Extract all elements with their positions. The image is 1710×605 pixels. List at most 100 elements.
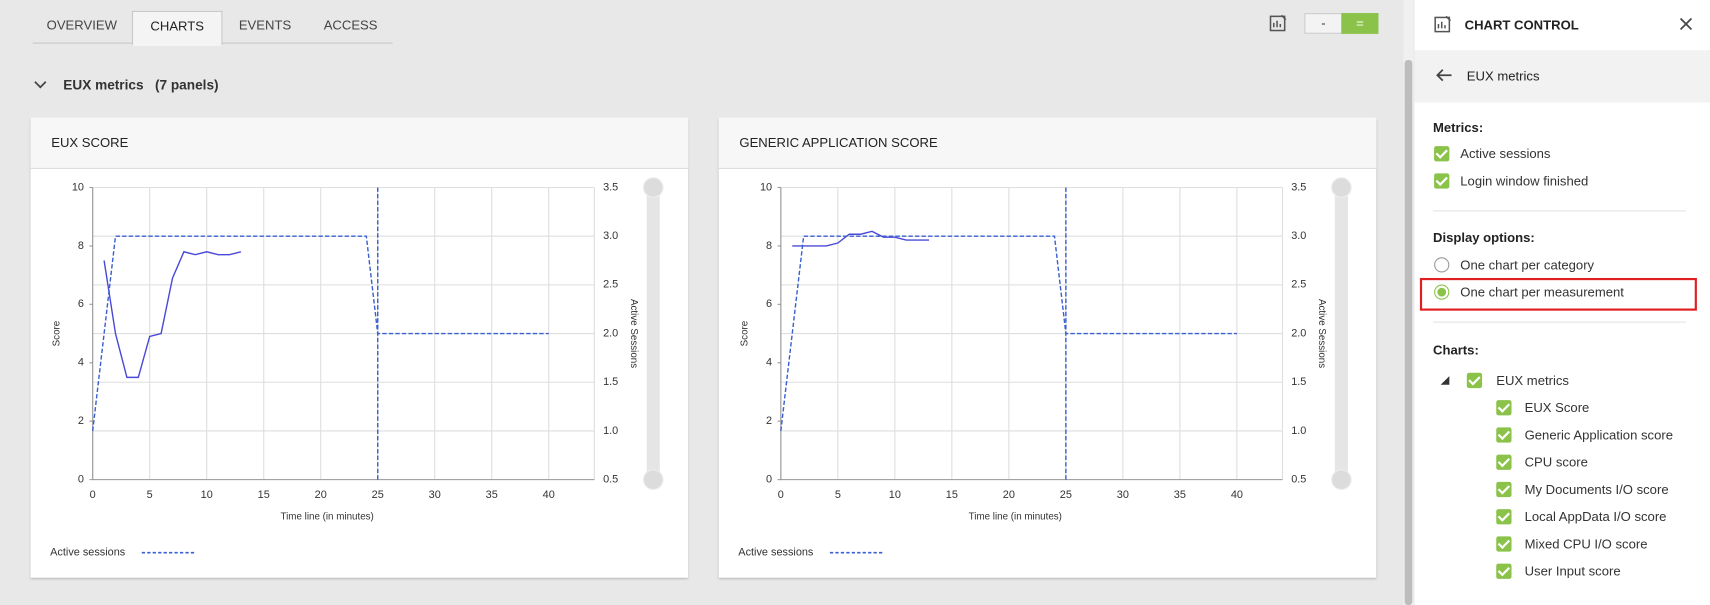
checkbox[interactable]: [1434, 173, 1450, 189]
divider: [1432, 210, 1687, 212]
panel-title: CHART CONTROL: [1464, 17, 1579, 33]
series-line: [103, 250, 242, 379]
x-tick-label: 15: [258, 489, 270, 501]
x-axis-label: Time line (in minutes): [969, 511, 1062, 522]
y2-tick-label: 2.5: [1291, 279, 1306, 291]
x-tick-label: 20: [1003, 489, 1015, 501]
x-tick-label: 5: [835, 489, 841, 501]
y-tick-label: 4: [766, 357, 772, 369]
back-row[interactable]: [1414, 50, 1710, 103]
chart-card: GENERIC APPLICATION SCORE 0 5 10 15 20 25 30 35 4…: [718, 117, 1377, 578]
chevron[interactable]: [33, 78, 48, 91]
legend-label: Active sessions: [50, 547, 126, 559]
x-tick-label: 20: [315, 489, 327, 501]
radio[interactable]: [1434, 257, 1450, 273]
scrollbar[interactable]: [1403, 0, 1414, 605]
x-tick-label: 0: [778, 489, 784, 501]
checkbox[interactable]: [1496, 509, 1512, 525]
radio-label[interactable]: One chart per category: [1460, 257, 1595, 273]
chart: 0 5 10 15 20 25 30 35 40 0.5 1.0 1.5 2.0 2.5 3.0 3.5 0 2 4…: [738, 177, 1352, 559]
chart-card: EUX SCORE 0 5 10 15 20 25 30 35 40 0.5 1.0 1.5 2.0 2.5…: [30, 117, 689, 578]
checkbox[interactable]: [1496, 563, 1512, 579]
chart-item[interactable]: My Documents I/O score: [1524, 481, 1669, 498]
toggle-minus[interactable]: -: [1304, 13, 1343, 34]
y-axis-label: Score: [51, 320, 62, 346]
tab[interactable]: OVERVIEW: [46, 17, 117, 33]
tree-root[interactable]: EUX metrics: [1496, 372, 1569, 389]
section-title: EUX metrics (7 panels): [63, 77, 218, 92]
chart-item[interactable]: EUX Score: [1524, 400, 1590, 416]
zoom-track: [646, 178, 660, 489]
side-panel: CHART CONTROL EUX metrics: [1414, 0, 1710, 605]
y-tick-label: 6: [766, 298, 772, 310]
x-tick-label: 5: [147, 489, 153, 501]
y-tick-label: 6: [78, 298, 84, 310]
metric-label[interactable]: Login window finished: [1460, 173, 1589, 189]
back-arrow[interactable]: [1435, 68, 1452, 83]
zoom-track: [1334, 178, 1348, 489]
x-tick-label: 30: [429, 489, 441, 501]
x-tick-label: 10: [201, 489, 213, 501]
x-tick-label: 25: [372, 489, 384, 501]
tab[interactable]: ACCESS: [323, 17, 378, 33]
checkbox[interactable]: [1496, 536, 1512, 552]
checkbox[interactable]: [1496, 454, 1512, 470]
series-line: [792, 230, 930, 247]
tree-toggle[interactable]: [1440, 375, 1452, 386]
series-line: [780, 235, 1237, 432]
metrics-label: Metrics:: [1432, 119, 1484, 136]
checkbox[interactable]: [1434, 146, 1450, 162]
radio-selected[interactable]: [1434, 284, 1450, 300]
chart-item[interactable]: Local AppData I/O score: [1524, 509, 1667, 525]
x-tick-label: 15: [946, 489, 958, 501]
y-tick-label: 2: [766, 415, 772, 427]
charts-label: Charts:: [1432, 342, 1479, 358]
chart: 0 5 10 15 20 25 30 35 40 0.5 1.0 1.5 2.0 2.5 3.0 3.5 0 2 4…: [50, 177, 664, 559]
zoom-handle: [642, 469, 664, 490]
y-tick-label: 0: [78, 474, 84, 486]
y-tick-label: 2: [78, 415, 84, 427]
divider: [1432, 321, 1687, 323]
y2-axis-label: Active Sessions: [628, 299, 639, 368]
chart-icon[interactable]: [1269, 13, 1289, 33]
y2-tick-label: 2.5: [603, 279, 618, 291]
chart-item[interactable]: User Input score: [1524, 563, 1621, 579]
y2-tick-label: 1.5: [1291, 376, 1306, 388]
series-line: [91, 235, 549, 432]
display-label: Display options:: [1432, 230, 1535, 246]
y2-tick-label: 3.5: [1291, 181, 1306, 193]
tab[interactable]: EVENTS: [238, 17, 292, 33]
tab-active[interactable]: CHARTS: [131, 10, 223, 46]
toggle-equal[interactable]: =: [1341, 13, 1379, 34]
section-name: EUX metrics: [63, 77, 144, 93]
legend-label: Active sessions: [738, 547, 814, 559]
y2-tick-label: 0.5: [1291, 474, 1306, 486]
y-tick-label: 10: [72, 181, 84, 193]
y-tick-label: 8: [766, 240, 772, 252]
radio-label[interactable]: One chart per measurement: [1460, 284, 1624, 300]
x-tick-label: 0: [90, 489, 96, 501]
checkbox[interactable]: [1496, 481, 1512, 498]
y2-tick-label: 3.0: [1291, 230, 1306, 242]
chart-item[interactable]: Generic Application score: [1524, 427, 1674, 443]
x-axis-label: Time line (in minutes): [281, 511, 374, 522]
y-axis-label: Score: [739, 320, 750, 346]
x-tick-label: 25: [1060, 489, 1072, 501]
chart-item[interactable]: CPU score: [1524, 454, 1588, 470]
metric-label[interactable]: Active sessions: [1460, 146, 1551, 162]
y2-tick-label: 3.5: [603, 181, 618, 193]
zoom-handle: [1331, 469, 1352, 490]
y2-tick-label: 0.5: [603, 474, 618, 486]
checkbox[interactable]: [1466, 372, 1483, 389]
y-tick-label: 8: [78, 240, 84, 252]
close-button[interactable]: [1678, 16, 1693, 31]
zoom-handle: [642, 177, 664, 198]
x-tick-label: 35: [1174, 489, 1186, 501]
y-tick-label: 10: [760, 181, 772, 193]
chart-item[interactable]: Mixed CPU I/O score: [1524, 536, 1648, 552]
y2-tick-label: 1.5: [603, 376, 618, 388]
checkbox[interactable]: [1496, 427, 1512, 443]
y-tick-label: 0: [766, 474, 772, 486]
checkbox[interactable]: [1496, 400, 1512, 416]
